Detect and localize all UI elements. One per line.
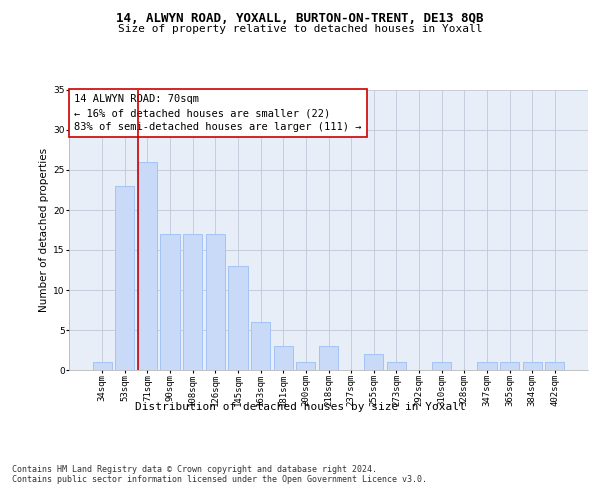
Bar [251, 322, 270, 370]
Bar [477, 362, 497, 370]
Bar [160, 234, 180, 370]
Bar [92, 362, 112, 370]
Bar [115, 186, 134, 370]
Text: 14, ALWYN ROAD, YOXALL, BURTON-ON-TRENT, DE13 8QB: 14, ALWYN ROAD, YOXALL, BURTON-ON-TRENT,… [116, 12, 484, 26]
Text: Size of property relative to detached houses in Yoxall: Size of property relative to detached ho… [118, 24, 482, 34]
Bar [274, 346, 293, 370]
Bar [206, 234, 225, 370]
Bar [387, 362, 406, 370]
Y-axis label: Number of detached properties: Number of detached properties [39, 148, 49, 312]
Bar [545, 362, 565, 370]
Bar [229, 266, 248, 370]
Text: Contains HM Land Registry data © Crown copyright and database right 2024.
Contai: Contains HM Land Registry data © Crown c… [12, 465, 427, 484]
Bar [319, 346, 338, 370]
Bar [500, 362, 519, 370]
Text: 14 ALWYN ROAD: 70sqm
← 16% of detached houses are smaller (22)
83% of semi-detac: 14 ALWYN ROAD: 70sqm ← 16% of detached h… [74, 94, 362, 132]
Bar [296, 362, 316, 370]
Bar [523, 362, 542, 370]
Bar [364, 354, 383, 370]
Bar [183, 234, 202, 370]
Bar [432, 362, 451, 370]
Bar [138, 162, 157, 370]
Text: Distribution of detached houses by size in Yoxall: Distribution of detached houses by size … [134, 402, 466, 412]
